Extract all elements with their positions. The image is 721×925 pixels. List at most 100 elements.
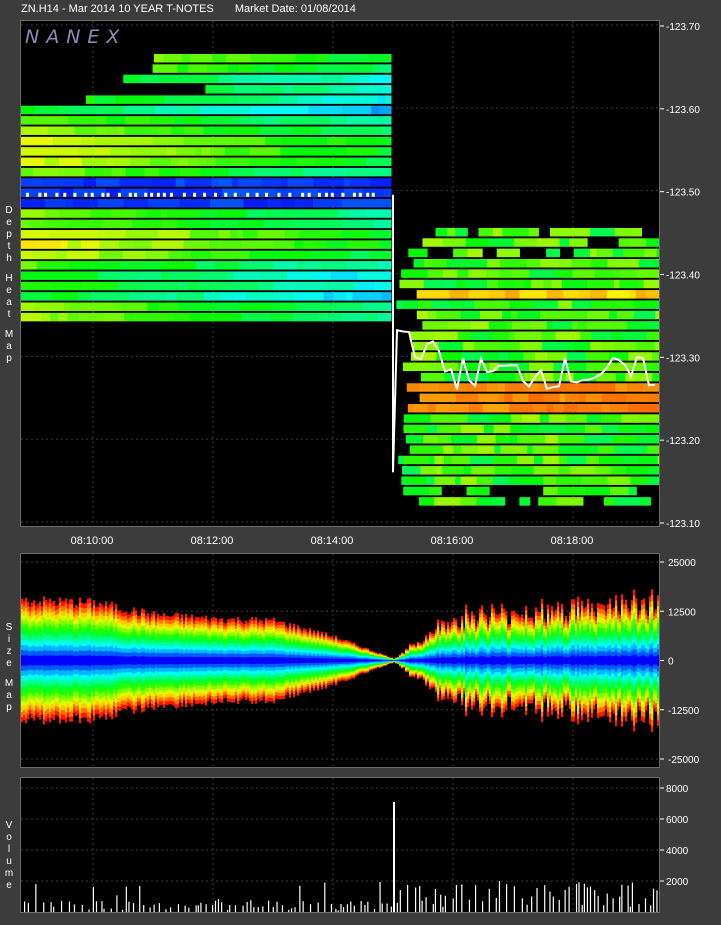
volume-bar bbox=[35, 884, 37, 912]
heatmap-trade-mark bbox=[214, 192, 218, 197]
heatmap-cell bbox=[589, 445, 599, 454]
heatmap-cell bbox=[43, 178, 68, 187]
heatmap-trade-mark bbox=[26, 192, 29, 197]
heatmap-cell bbox=[106, 105, 125, 115]
heatmap-cell bbox=[618, 238, 631, 247]
heatmap-cell bbox=[317, 271, 332, 280]
sizemap-band bbox=[477, 657, 480, 664]
heatmap-cell bbox=[99, 250, 124, 260]
heatmap-cell bbox=[578, 383, 600, 392]
heatmap-cell bbox=[377, 116, 387, 125]
sizemap-band bbox=[643, 655, 646, 666]
sizemap-band bbox=[409, 659, 412, 662]
sizemap-y-tick-label: -25000 bbox=[668, 755, 700, 766]
heatmap-cell bbox=[59, 157, 83, 167]
heatmap-cell bbox=[280, 147, 287, 156]
heatmap-cell bbox=[261, 178, 282, 187]
heatmap-cell bbox=[514, 279, 525, 289]
heatmap-trade-mark bbox=[144, 192, 148, 197]
sizemap-band bbox=[499, 656, 502, 665]
heatmap-cell bbox=[427, 331, 435, 340]
sizemap-band bbox=[145, 656, 148, 665]
heatmap-cell bbox=[390, 230, 392, 239]
heatmap-cell bbox=[587, 321, 610, 330]
sizemap-band bbox=[297, 657, 300, 664]
sizemap-band bbox=[591, 655, 594, 666]
heatmap-cell bbox=[403, 455, 430, 465]
heatmap-cell bbox=[402, 362, 430, 372]
sizemap-band bbox=[109, 655, 112, 666]
volume-bar bbox=[373, 908, 376, 912]
heatmap-cell bbox=[262, 64, 276, 73]
heatmap-cell bbox=[91, 261, 122, 270]
heatmap-trade-mark bbox=[169, 192, 173, 197]
heatmap-cell bbox=[362, 167, 392, 177]
sizemap-band bbox=[73, 656, 76, 665]
volume-bar bbox=[281, 905, 284, 912]
volume-bar bbox=[419, 886, 421, 912]
sizemap-band bbox=[407, 659, 410, 662]
heatmap-cell bbox=[147, 209, 162, 218]
heatmap-cell bbox=[546, 248, 561, 258]
volume-bar bbox=[578, 882, 580, 912]
heatmap-cell bbox=[338, 250, 352, 260]
sizemap-band bbox=[543, 657, 546, 664]
sizemap-band bbox=[443, 657, 446, 664]
heatmap-cell bbox=[97, 230, 109, 239]
heatmap-cell bbox=[410, 476, 428, 485]
sizemap-band bbox=[623, 655, 626, 666]
sizemap-band bbox=[197, 656, 200, 665]
heatmap-cell bbox=[457, 269, 469, 278]
heatmap-cell bbox=[130, 157, 151, 167]
heatmap-cell bbox=[366, 157, 386, 167]
heatmap-cell bbox=[327, 136, 347, 146]
sizemap-band bbox=[563, 657, 566, 664]
heatmap-cell bbox=[216, 209, 248, 218]
heatmap-cell bbox=[619, 455, 638, 465]
heatmap-cell bbox=[106, 157, 114, 167]
heatmap-cell bbox=[149, 261, 163, 270]
heatmap-cell bbox=[85, 95, 95, 104]
sizemap-band bbox=[357, 659, 360, 662]
heatmap-cell bbox=[422, 321, 449, 330]
heatmap-cell bbox=[633, 300, 656, 309]
heatmap-cell bbox=[64, 302, 72, 311]
heatmap-cell bbox=[210, 198, 244, 208]
sizemap-band bbox=[263, 657, 266, 664]
heatmap-cell bbox=[537, 238, 560, 247]
heatmap-cell bbox=[619, 279, 639, 289]
heatmap-cell bbox=[434, 331, 459, 340]
sizemap-band bbox=[151, 656, 154, 665]
sizemap-band bbox=[79, 655, 82, 666]
sizemap-band bbox=[193, 657, 196, 664]
heatmap-cell bbox=[242, 85, 262, 94]
sizemap-band bbox=[259, 657, 262, 664]
heatmap-cell bbox=[385, 95, 392, 104]
heatmap-cell bbox=[320, 147, 348, 156]
heatmap-cell bbox=[627, 321, 650, 330]
sizemap-band bbox=[59, 655, 62, 666]
heatmap-cell bbox=[401, 476, 412, 485]
heatmap-cell bbox=[409, 445, 435, 454]
sizemap-band bbox=[501, 655, 504, 666]
heatmap-cell bbox=[570, 466, 597, 475]
heatmap-cell bbox=[130, 147, 144, 156]
heatmap-cell bbox=[157, 126, 172, 135]
sizemap-band bbox=[153, 656, 156, 665]
heatmap-cell bbox=[317, 64, 345, 73]
heatmap-cell bbox=[378, 147, 392, 156]
heatmap-cell bbox=[257, 230, 286, 239]
volume-bar bbox=[442, 906, 444, 912]
heatmap-cell bbox=[345, 167, 364, 177]
heatmap-cell bbox=[551, 279, 563, 289]
heatmap-trade-mark bbox=[265, 192, 269, 197]
heatmap-cell bbox=[80, 302, 115, 311]
heatmap-cell bbox=[21, 167, 34, 177]
sizemap-band bbox=[545, 657, 548, 664]
heatmap-cell bbox=[510, 414, 523, 423]
heatmap-cell bbox=[634, 310, 656, 320]
heatmap-cell bbox=[322, 230, 344, 239]
sizemap-band bbox=[33, 655, 36, 666]
sizemap-band bbox=[437, 657, 440, 664]
sizemap-band bbox=[405, 659, 408, 662]
